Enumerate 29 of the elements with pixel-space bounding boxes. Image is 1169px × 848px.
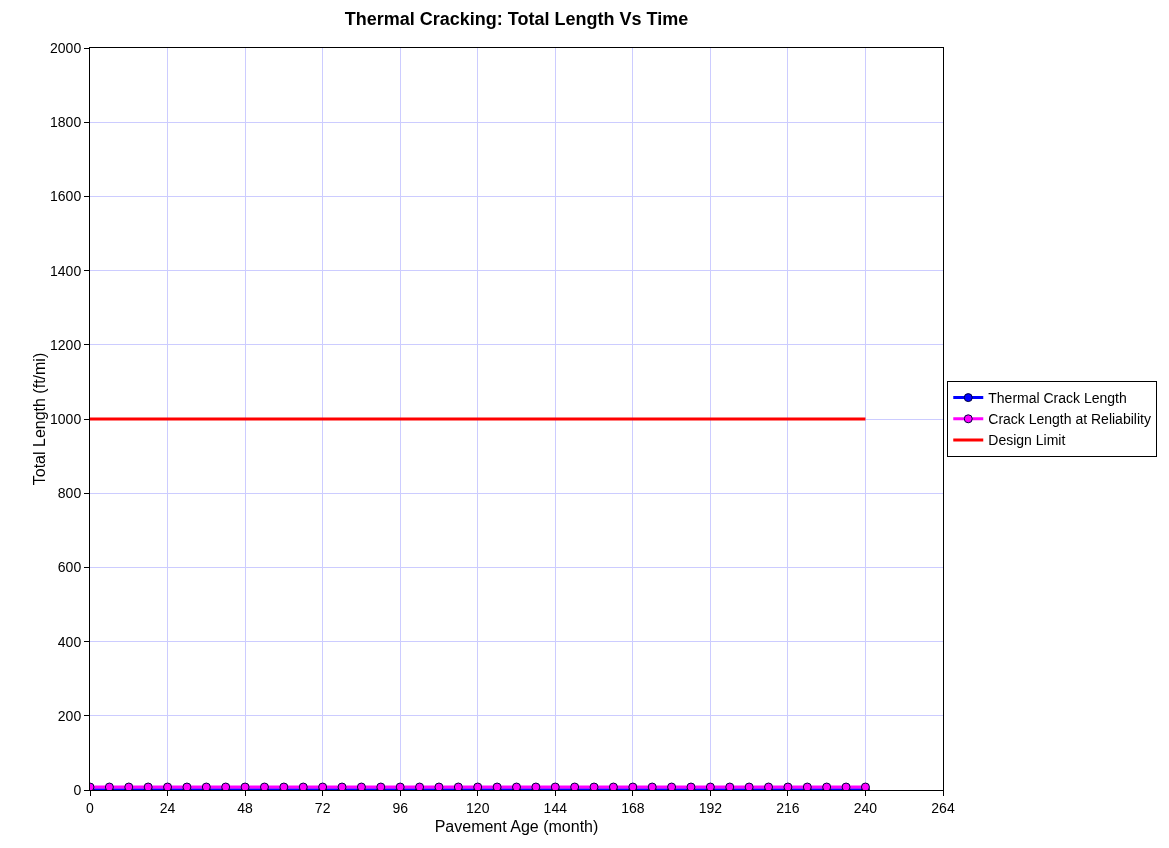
x-tick-label: 96 xyxy=(392,799,409,816)
x-tick-label: 216 xyxy=(776,799,800,816)
chart-title: Thermal Cracking: Total Length Vs Time xyxy=(344,9,689,30)
y-tick-label: 400 xyxy=(57,633,82,650)
legend-label: Design Limit xyxy=(988,432,1066,449)
x-tick-label: 192 xyxy=(698,799,723,816)
y-tick-label: 1800 xyxy=(50,114,82,131)
x-tick-label: 264 xyxy=(931,799,955,816)
x-axis-title: Pavement Age (month) xyxy=(434,818,599,836)
x-tick-label: 48 xyxy=(237,799,254,816)
y-tick-label: 0 xyxy=(73,781,82,798)
y-tick-label: 200 xyxy=(57,707,82,724)
y-tick-label: 1400 xyxy=(50,262,82,279)
x-tick-label: 144 xyxy=(543,799,568,816)
x-tick-label: 120 xyxy=(466,799,490,816)
x-tick-label: 72 xyxy=(314,799,331,816)
x-tick-label: 240 xyxy=(853,799,878,816)
x-tick-label: 168 xyxy=(621,799,645,816)
y-tick-label: 2000 xyxy=(50,39,82,56)
y-tick-label: 1600 xyxy=(50,188,82,205)
y-tick-label: 1000 xyxy=(50,410,82,427)
x-tick-label: 0 xyxy=(86,799,95,816)
y-tick-label: 800 xyxy=(57,485,82,502)
y-axis-title: Total Length (ft/mi) xyxy=(31,352,49,486)
legend-label: Thermal Crack Length xyxy=(988,390,1127,407)
y-tick-label: 600 xyxy=(57,559,82,576)
y-tick-label: 1200 xyxy=(50,336,82,353)
legend-label: Crack Length at Reliability xyxy=(988,411,1151,428)
x-tick-label: 24 xyxy=(159,799,176,816)
